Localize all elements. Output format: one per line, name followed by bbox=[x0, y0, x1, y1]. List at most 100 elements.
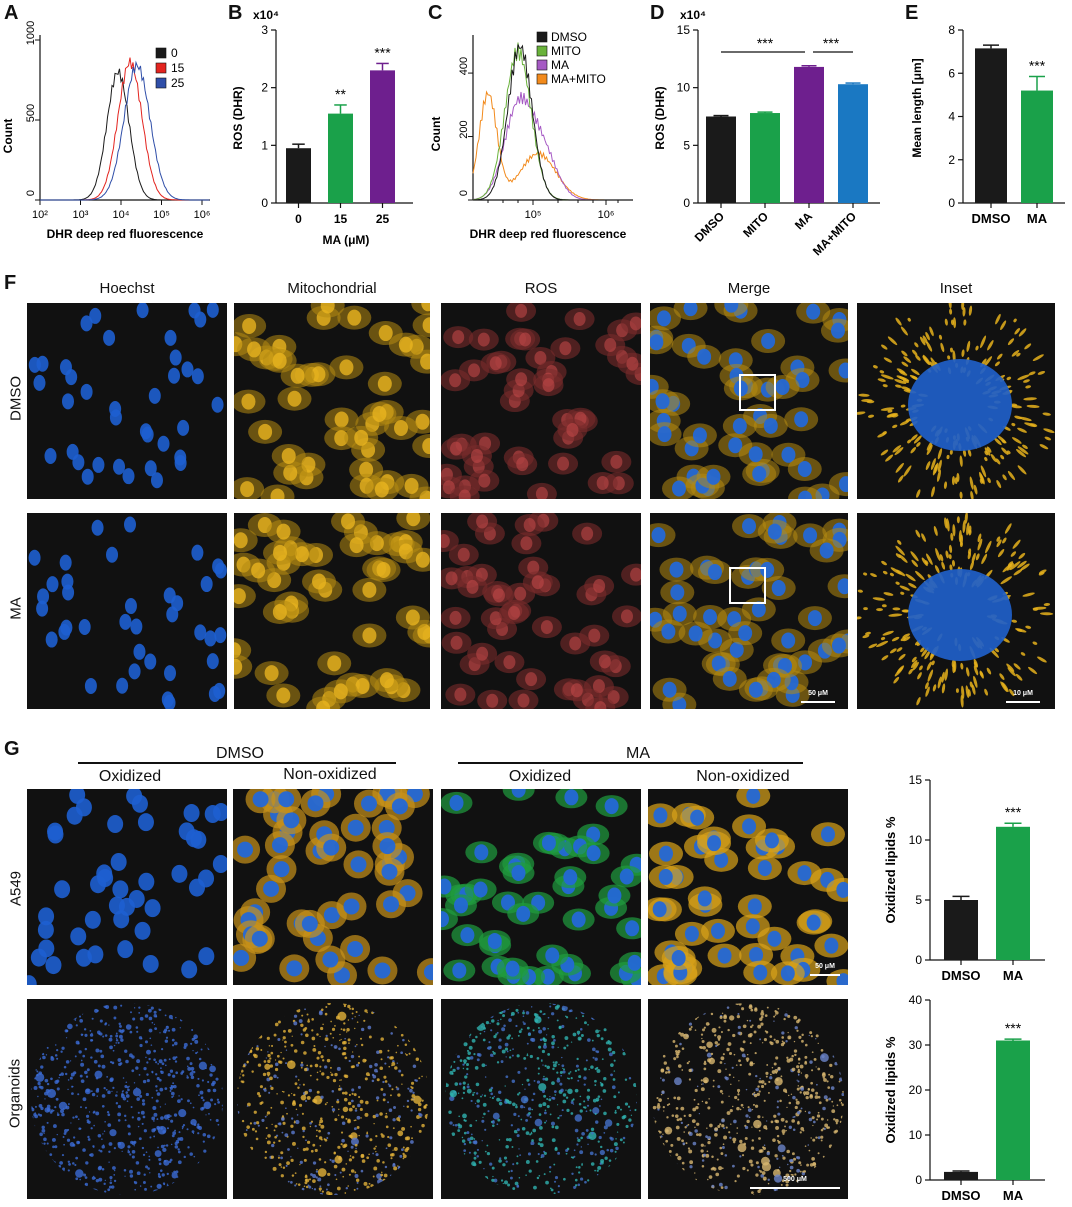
g2-sig-1: *** bbox=[1005, 1020, 1022, 1036]
c-legend-label: MITO bbox=[551, 44, 581, 58]
a-legend-swatch bbox=[155, 77, 167, 89]
g-image-a549-3 bbox=[648, 789, 848, 985]
c-legend-swatch bbox=[536, 59, 548, 71]
e-bar-1 bbox=[1021, 90, 1053, 203]
e-sig-1: *** bbox=[1029, 57, 1046, 73]
b-ytick-label: 3 bbox=[261, 23, 268, 37]
chart-d-ylabel: ROS (DHR) bbox=[653, 86, 667, 149]
b-ytick-label: 1 bbox=[261, 138, 268, 152]
c-legend-label: MA+MITO bbox=[551, 72, 606, 86]
f-row-ma: MA bbox=[7, 597, 25, 620]
b-sig-2: *** bbox=[374, 44, 391, 60]
f-image-dmso-ros bbox=[441, 303, 641, 499]
chart-c-ylabel: Count bbox=[429, 117, 443, 152]
panel-label-a: A bbox=[4, 2, 19, 24]
c-xtick-label: 10⁵ bbox=[525, 209, 542, 221]
f-image-ma-ros bbox=[441, 513, 641, 709]
f-image-ma-mito bbox=[234, 513, 430, 709]
g2-ytick-label: 20 bbox=[909, 1083, 923, 1097]
d-bar-0 bbox=[706, 116, 736, 203]
a-legend-swatch bbox=[155, 47, 167, 59]
a-ytick-label: 500 bbox=[25, 104, 37, 122]
d-bar-1 bbox=[750, 113, 780, 203]
chart-g1: 0 5 10 15 DMSO MA *** Oxidized lipids % bbox=[883, 773, 1045, 983]
panel-label-c: C bbox=[428, 2, 443, 24]
f-scalebar-main bbox=[801, 701, 835, 703]
chart-b-multiplier: x10⁴ bbox=[253, 8, 279, 22]
g-scalebar-organoid bbox=[750, 1187, 840, 1189]
chart-b-xlabel: MA (μM) bbox=[323, 233, 370, 247]
a-legend-label: 25 bbox=[171, 76, 185, 90]
d-ytick-label: 10 bbox=[677, 81, 691, 95]
chart-a-ylabel: Count bbox=[1, 119, 15, 154]
e-bar-0 bbox=[975, 48, 1007, 203]
f-image-dmso-merge bbox=[650, 303, 848, 499]
c-series-MA+MITO bbox=[472, 90, 632, 201]
g1-bar-0 bbox=[944, 900, 978, 960]
g1-bar-1 bbox=[996, 826, 1030, 960]
g2-xlabel-1: MA bbox=[1003, 1188, 1024, 1203]
g2-ytick-label: 0 bbox=[915, 1173, 922, 1187]
g1-sig-1: *** bbox=[1005, 804, 1022, 820]
b-xlabel-1: 15 bbox=[334, 212, 348, 226]
c-legend-label: MA bbox=[551, 58, 569, 72]
f-image-dmso-hoechst bbox=[27, 303, 227, 499]
panel-label-d: D bbox=[650, 2, 665, 24]
d-ytick-label: 5 bbox=[683, 138, 690, 152]
g-image-organoid-1 bbox=[233, 999, 433, 1199]
c-series-MA bbox=[472, 91, 632, 201]
g-group-dmso-line bbox=[78, 762, 396, 764]
g2-bar-1 bbox=[996, 1040, 1030, 1180]
panel-label-e: E bbox=[905, 2, 919, 24]
chart-b-ylabel: ROS (DHR) bbox=[231, 86, 245, 149]
g2-ytick-label: 30 bbox=[909, 1038, 923, 1052]
b-sig-1: ** bbox=[335, 86, 346, 102]
e-xlabel-1: MA bbox=[1027, 211, 1048, 226]
a-xtick-label: 10³ bbox=[73, 209, 89, 221]
e-xlabel-0: DMSO bbox=[972, 211, 1011, 226]
f-row-dmso: DMSO bbox=[7, 376, 25, 421]
f-image-ma-hoechst bbox=[27, 513, 227, 709]
chart-e: 0 2 4 6 8 DMSO MA *** Mean length [μm] bbox=[910, 23, 1065, 226]
b-bar-1 bbox=[328, 113, 353, 203]
g-image-a549-0 bbox=[27, 789, 227, 985]
c-xtick-label: 10⁶ bbox=[598, 209, 615, 221]
chart-g2: 0 10 20 30 40 DMSO MA *** Oxidized lipids % bbox=[883, 993, 1045, 1203]
g1-ytick-label: 5 bbox=[915, 893, 922, 907]
g-image-organoid-0 bbox=[27, 999, 227, 1199]
c-legend-label: DMSO bbox=[551, 30, 587, 44]
g-image-a549-2 bbox=[441, 789, 641, 985]
b-xlabel-2: 25 bbox=[376, 212, 390, 226]
e-ytick-label: 4 bbox=[948, 110, 955, 124]
f-col-mito: Mitochondrial bbox=[287, 280, 377, 297]
chart-g2-ylabel: Oxidized lipids % bbox=[883, 1036, 898, 1143]
d-bar-3 bbox=[838, 84, 868, 203]
a-series-25 bbox=[40, 60, 210, 201]
g1-xlabel-0: DMSO bbox=[942, 968, 981, 983]
b-bar-2 bbox=[370, 70, 395, 203]
a-ytick-label: 1000 bbox=[25, 21, 37, 45]
f-scalebar-inset bbox=[1006, 701, 1040, 703]
g-col-nonox-1: Non-oxidized bbox=[283, 766, 377, 783]
c-ytick-label: 0 bbox=[458, 190, 470, 196]
b-ytick-label: 2 bbox=[261, 81, 268, 95]
d-xlabel-2: MA bbox=[792, 209, 815, 232]
chart-b: x10⁴ 0 1 2 3 0 15 ** 25 *** ROS (DHR) MA (μM) bbox=[231, 8, 413, 247]
f-col-inset: Inset bbox=[939, 280, 973, 297]
g-row-organoids: Organoids bbox=[6, 1058, 24, 1129]
g-scalebar-a549 bbox=[810, 974, 840, 976]
a-xtick-label: 10⁵ bbox=[153, 209, 170, 221]
panel-label-g: G bbox=[4, 738, 20, 760]
f-image-dmso-mito bbox=[234, 303, 430, 499]
g1-ytick-label: 0 bbox=[915, 953, 922, 967]
e-ytick-label: 8 bbox=[948, 23, 955, 37]
panel-label-b: B bbox=[228, 2, 243, 24]
d-bracket-label-0: *** bbox=[757, 35, 774, 51]
c-legend-swatch bbox=[536, 31, 548, 43]
b-bar-0 bbox=[286, 148, 311, 203]
chart-e-ylabel: Mean length [μm] bbox=[910, 58, 924, 157]
a-xtick-label: 10⁴ bbox=[113, 209, 130, 221]
d-bar-2 bbox=[794, 66, 824, 203]
d-ytick-label: 0 bbox=[683, 196, 690, 210]
g2-ytick-label: 40 bbox=[909, 993, 923, 1007]
